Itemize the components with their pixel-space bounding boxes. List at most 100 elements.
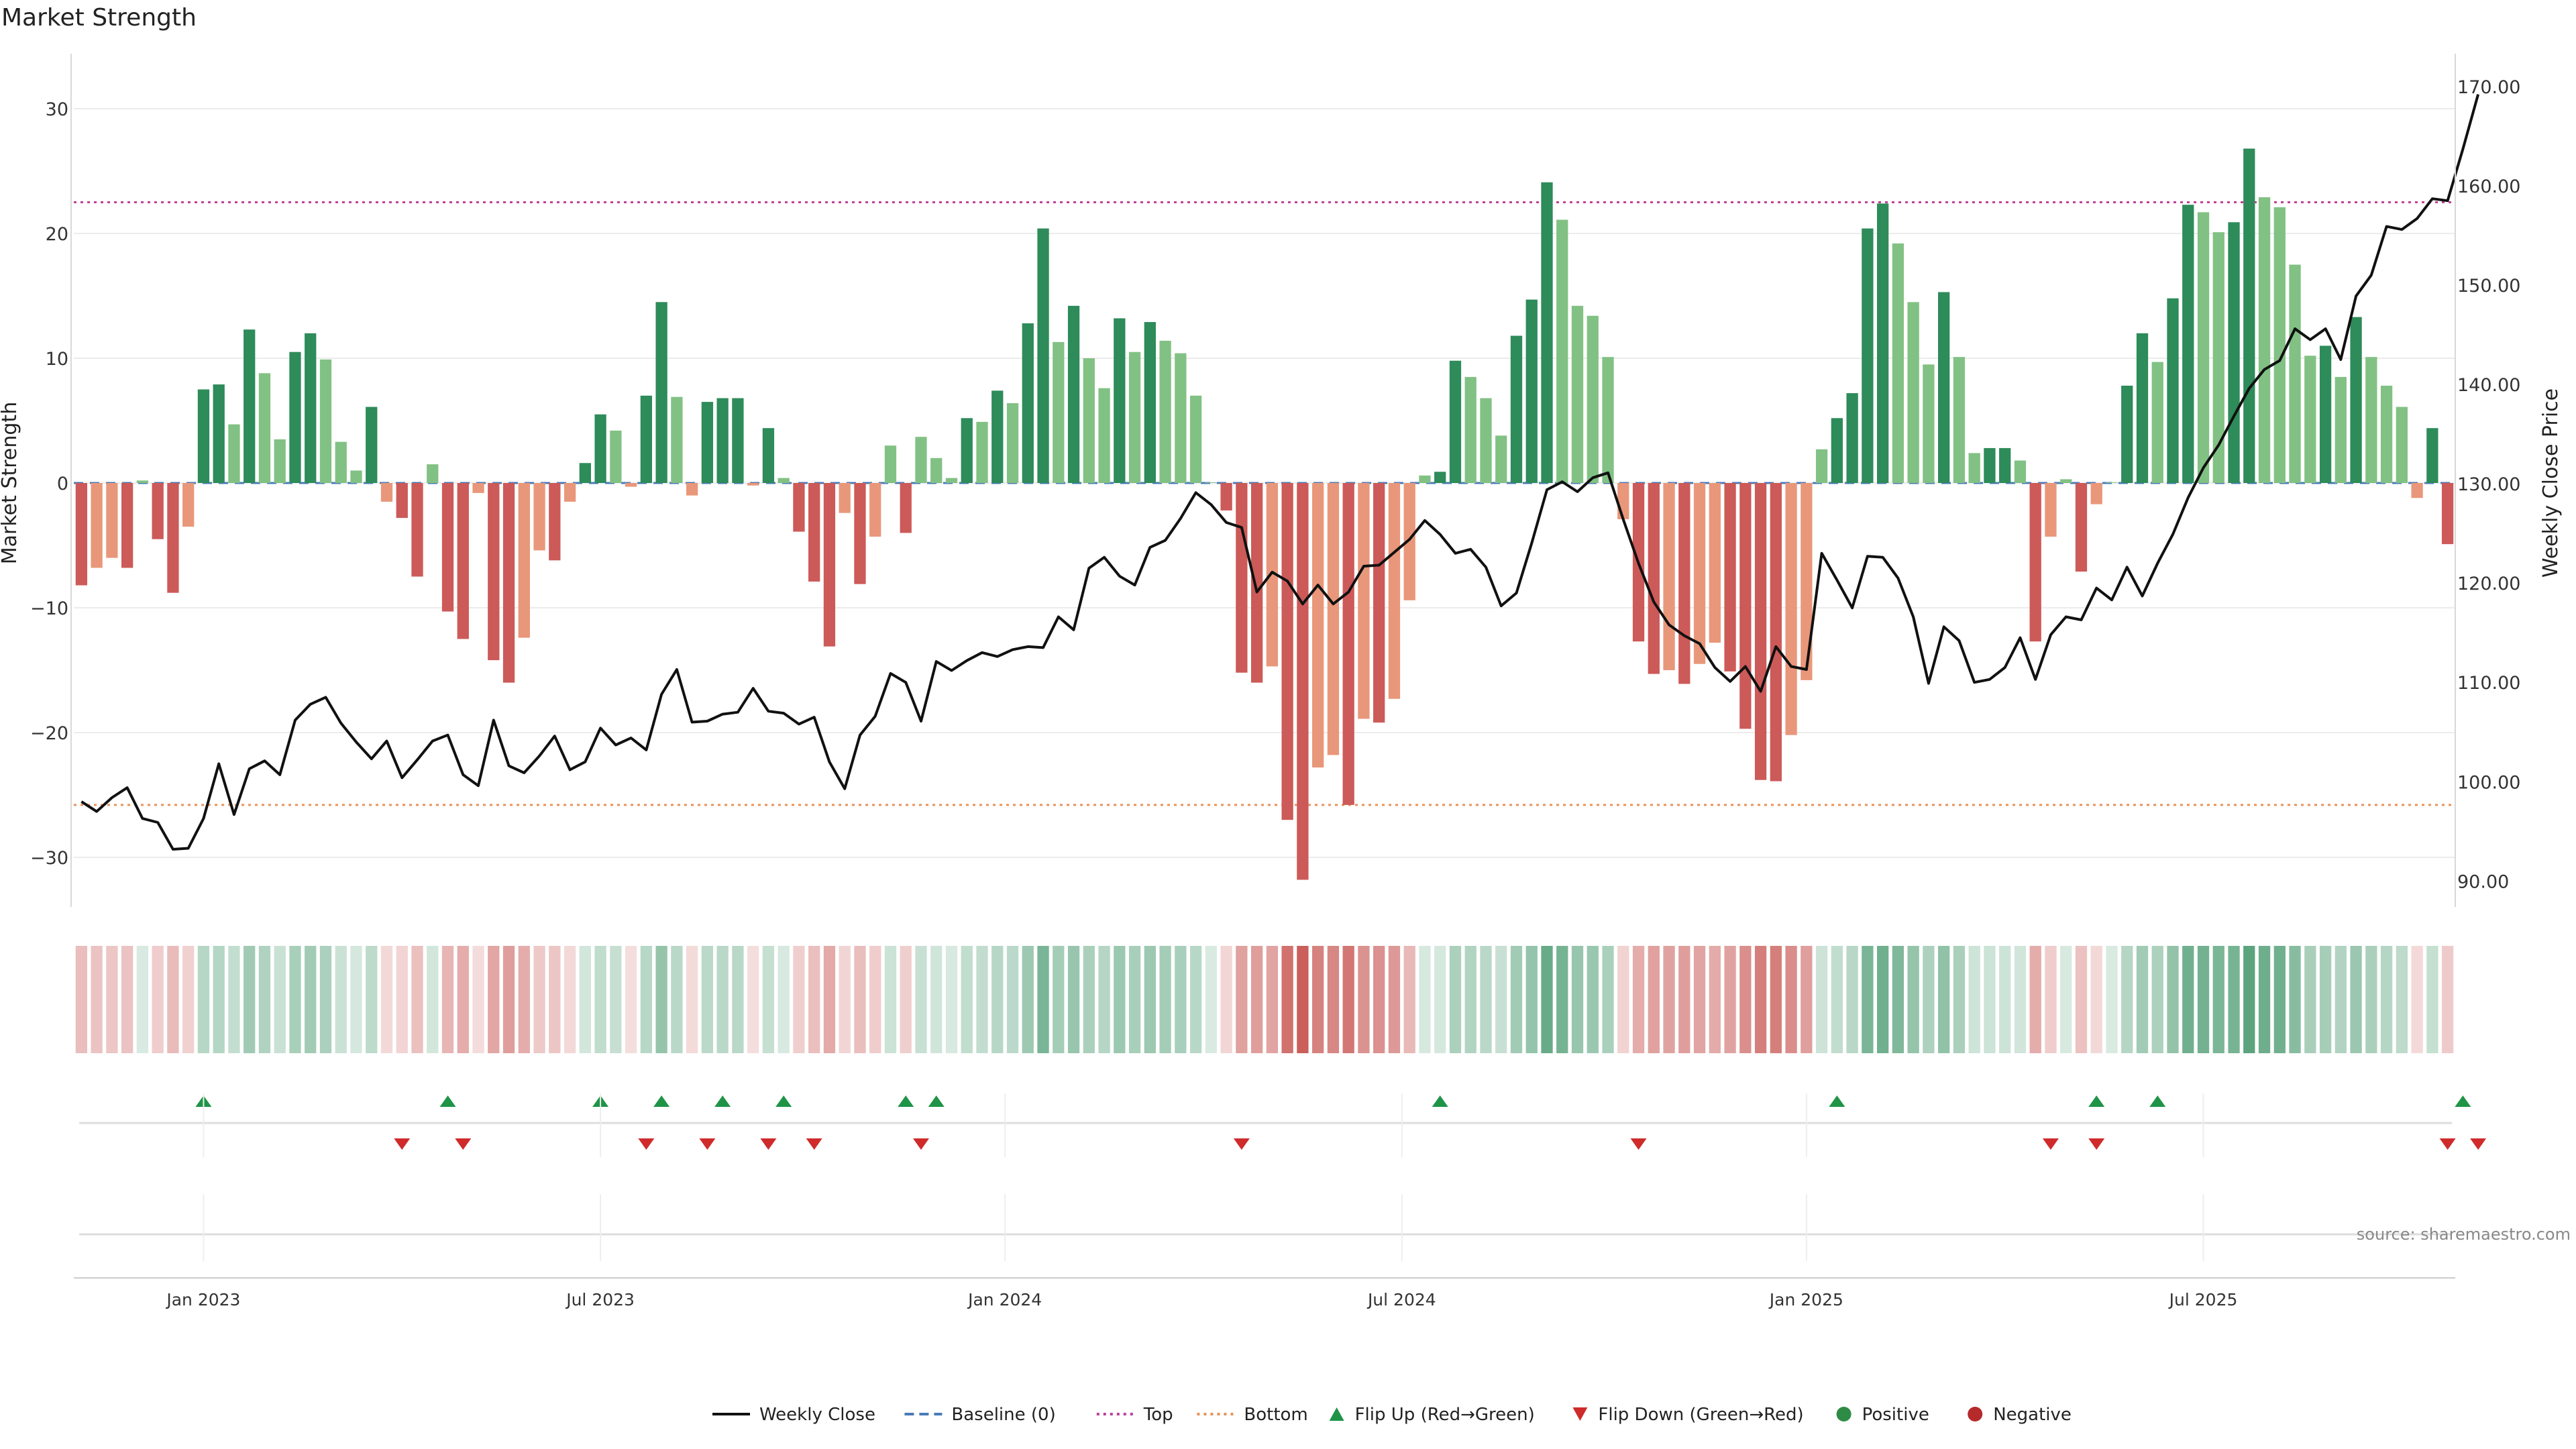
y-axis-label: Market Strength bbox=[0, 402, 21, 564]
heat-cell bbox=[2014, 946, 2027, 1053]
heat-cell bbox=[350, 946, 362, 1053]
strength-bar bbox=[747, 483, 759, 486]
strength-bar bbox=[716, 398, 729, 483]
flip-down-marker bbox=[2470, 1138, 2487, 1150]
heat-cell bbox=[396, 946, 408, 1053]
strength-bar bbox=[2151, 362, 2163, 483]
heat-cell bbox=[2136, 946, 2149, 1053]
heat-cell bbox=[258, 946, 271, 1053]
heat-cell bbox=[961, 946, 973, 1053]
heat-cell bbox=[1587, 946, 1599, 1053]
heat-cell bbox=[2334, 946, 2347, 1053]
strength-bar bbox=[1297, 483, 1309, 880]
flip-up-marker bbox=[1432, 1095, 1448, 1107]
flip-down-marker bbox=[806, 1138, 822, 1150]
strength-bar bbox=[1434, 472, 1446, 483]
flip-up-marker bbox=[714, 1095, 731, 1107]
strength-bar bbox=[1862, 228, 1874, 483]
flip-down-marker bbox=[1630, 1138, 1647, 1150]
strength-bar bbox=[1984, 447, 1996, 483]
legend-label: Flip Down (Green→Red) bbox=[1598, 1405, 1803, 1425]
heat-cell bbox=[1175, 946, 1187, 1053]
strength-bar bbox=[884, 445, 897, 483]
legend-swatch bbox=[1968, 1407, 1983, 1421]
strength-bar bbox=[533, 483, 545, 551]
heat-cell bbox=[1571, 946, 1584, 1053]
strength-bar bbox=[686, 483, 698, 496]
heat-cell bbox=[549, 946, 561, 1053]
strength-bar bbox=[1236, 483, 1248, 673]
heat-cell bbox=[884, 946, 897, 1053]
y-tick-label: 0 bbox=[57, 474, 68, 494]
strength-bar bbox=[1525, 299, 1538, 483]
heat-cell bbox=[1083, 946, 1095, 1053]
strength-bar bbox=[2304, 356, 2316, 483]
legend-label: Bottom bbox=[1244, 1405, 1307, 1425]
heat-cell bbox=[2212, 946, 2224, 1053]
legend-label: Baseline (0) bbox=[951, 1405, 1055, 1425]
strength-bar bbox=[961, 418, 973, 483]
heat-cell bbox=[1770, 946, 1782, 1053]
strength-bar bbox=[380, 483, 393, 502]
heat-cell bbox=[2228, 946, 2240, 1053]
strength-bar bbox=[2380, 385, 2393, 483]
strength-bar bbox=[945, 478, 958, 483]
strength-bar bbox=[701, 402, 714, 483]
heat-cell bbox=[1281, 946, 1293, 1053]
heat-cell bbox=[945, 946, 958, 1053]
heat-cell bbox=[1205, 946, 1217, 1053]
strength-bar bbox=[427, 464, 439, 483]
heat-cell bbox=[1815, 946, 1828, 1053]
strength-bar bbox=[366, 407, 378, 483]
strength-bar bbox=[1892, 243, 1904, 483]
strength-bar bbox=[1724, 483, 1736, 672]
heat-cell bbox=[930, 946, 943, 1053]
heat-cell bbox=[808, 946, 820, 1053]
heat-cell bbox=[1648, 946, 1660, 1053]
heat-cell bbox=[167, 946, 179, 1053]
weekly-close-line bbox=[80, 94, 2480, 851]
strength-bar bbox=[1480, 398, 1492, 483]
heat-cell bbox=[2426, 946, 2438, 1053]
strength-bar bbox=[228, 424, 240, 483]
heat-cell bbox=[1449, 946, 1462, 1053]
heat-cell bbox=[197, 946, 210, 1053]
strength-bar bbox=[1128, 352, 1141, 483]
heat-cell bbox=[1862, 946, 1874, 1053]
strength-bar bbox=[1022, 323, 1034, 483]
heat-cell bbox=[2304, 946, 2316, 1053]
heat-cell bbox=[2396, 946, 2408, 1053]
heat-cell bbox=[1434, 946, 1446, 1053]
strength-bar bbox=[319, 359, 332, 483]
heat-cell bbox=[1220, 946, 1232, 1053]
strength-bar bbox=[396, 483, 408, 519]
heat-cell bbox=[900, 946, 912, 1053]
y-tick-label: 30 bbox=[46, 99, 68, 120]
strength-bar bbox=[854, 483, 866, 584]
heat-cell bbox=[518, 946, 530, 1053]
strength-bar bbox=[197, 389, 210, 483]
strength-bar bbox=[1801, 483, 1813, 680]
heat-cell bbox=[2289, 946, 2301, 1053]
heat-cell bbox=[793, 946, 805, 1053]
heat-cell bbox=[472, 946, 484, 1053]
heat-cell bbox=[1114, 946, 1126, 1053]
y-tick-label: −10 bbox=[30, 598, 68, 619]
strength-bar bbox=[1281, 483, 1293, 820]
strength-bar bbox=[2167, 298, 2179, 483]
strength-bar bbox=[823, 483, 836, 647]
x-tick-label: Jan 2025 bbox=[1768, 1290, 1843, 1309]
legend-label: Weekly Close bbox=[759, 1405, 875, 1425]
heat-cell bbox=[2121, 946, 2133, 1053]
heat-cell bbox=[1632, 946, 1645, 1053]
heat-cell bbox=[701, 946, 714, 1053]
strength-bar bbox=[1709, 483, 1721, 643]
strength-bar bbox=[839, 483, 851, 513]
heat-cell bbox=[1953, 946, 1966, 1053]
heat-cell bbox=[640, 946, 653, 1053]
heat-cell bbox=[136, 946, 149, 1053]
flip-down-marker bbox=[1233, 1138, 1250, 1150]
heat-cell bbox=[686, 946, 698, 1053]
flip-down-marker bbox=[2439, 1138, 2456, 1150]
